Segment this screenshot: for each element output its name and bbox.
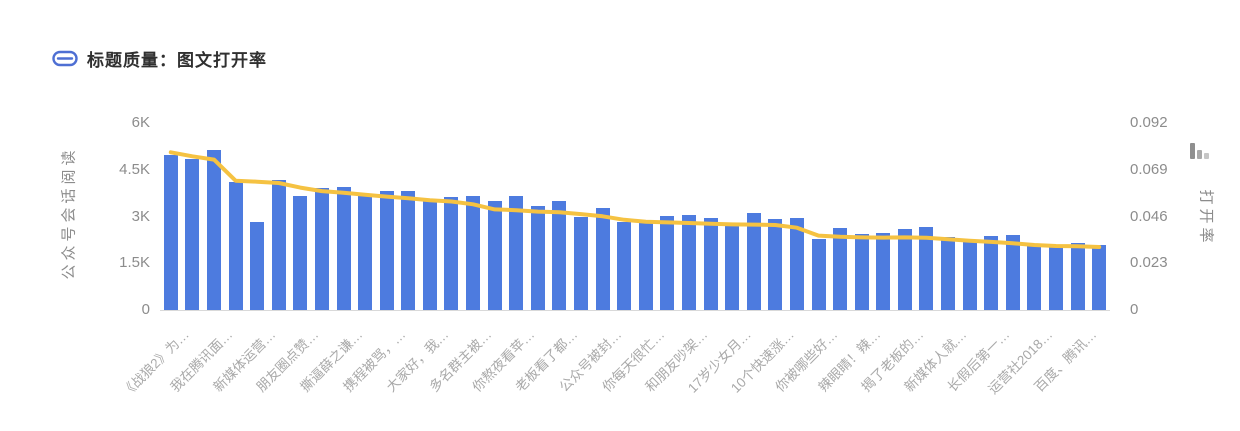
- read-count-bar: [789, 218, 804, 310]
- read-count-bar: [228, 181, 243, 310]
- read-count-bar: [250, 221, 265, 310]
- read-count-bar: [444, 197, 459, 310]
- read-count-bar: [1005, 235, 1020, 310]
- read-count-bar: [897, 228, 912, 310]
- read-count-bar: [919, 227, 934, 310]
- read-count-bar: [1049, 247, 1064, 310]
- right-tick-label: 0.069: [1130, 160, 1168, 178]
- read-count-bar: [617, 222, 632, 310]
- open-rate-line: [168, 150, 1102, 249]
- read-count-bar: [703, 218, 718, 310]
- left-axis-title: 公众号会话阅读: [60, 146, 78, 280]
- read-count-bar: [487, 200, 502, 310]
- read-count-bar: [768, 218, 783, 310]
- read-count-bar: [1092, 245, 1107, 310]
- right-tick-label: 0.023: [1130, 254, 1168, 272]
- read-count-bar: [833, 228, 848, 310]
- read-count-bar: [984, 235, 999, 310]
- read-count-bar: [962, 240, 977, 310]
- read-count-bar: [595, 208, 610, 310]
- read-count-bar: [746, 213, 761, 310]
- read-count-bar: [1070, 242, 1085, 310]
- read-count-bar: [422, 200, 437, 310]
- chart-title: 标题质量：图文打开率: [87, 51, 267, 70]
- read-count-bar: [379, 190, 394, 310]
- read-count-bar: [314, 188, 329, 310]
- read-count-bar: [660, 216, 675, 310]
- read-count-bar: [163, 155, 178, 310]
- right-tick-label: 0.092: [1130, 114, 1168, 131]
- read-count-bar: [185, 159, 200, 310]
- read-count-bar: [206, 150, 221, 310]
- mini-bar-3: [1204, 153, 1209, 159]
- x-axis-line: [160, 310, 1110, 311]
- read-count-bar: [681, 214, 696, 310]
- read-count-bar: [401, 190, 416, 310]
- read-count-bar: [941, 236, 956, 310]
- read-count-bar: [854, 233, 869, 310]
- left-tick-label: 6K: [131, 114, 150, 131]
- read-count-bar: [509, 195, 524, 310]
- chart-header: 标题质量：图文打开率: [52, 46, 267, 71]
- read-count-bar: [358, 193, 373, 310]
- read-count-bar: [725, 225, 740, 310]
- read-count-bar: [271, 180, 286, 310]
- mini-bar-2: [1197, 150, 1202, 159]
- read-count-bar: [293, 195, 308, 310]
- mini-bar-chart-icon[interactable]: [1190, 143, 1212, 159]
- read-count-bar: [638, 220, 653, 310]
- read-count-bar: [1027, 245, 1042, 310]
- left-tick-label: 1.5K: [119, 254, 150, 272]
- read-count-bar: [811, 239, 826, 310]
- read-count-bar: [552, 200, 567, 310]
- left-tick-label: 0: [141, 301, 150, 318]
- mini-bar-1: [1190, 143, 1195, 159]
- right-tick-label: 0.046: [1130, 207, 1168, 225]
- right-tick-label: 0: [1130, 301, 1139, 318]
- read-count-bar: [530, 205, 545, 310]
- right-axis-title: 打开率: [1197, 189, 1215, 247]
- read-count-bar: [466, 196, 481, 310]
- read-count-bar: [574, 217, 589, 310]
- link-icon[interactable]: [52, 50, 78, 67]
- read-count-bar: [876, 233, 891, 310]
- left-tick-label: 4.5K: [119, 160, 150, 178]
- left-tick-label: 3K: [131, 207, 150, 225]
- read-count-bar: [336, 186, 351, 310]
